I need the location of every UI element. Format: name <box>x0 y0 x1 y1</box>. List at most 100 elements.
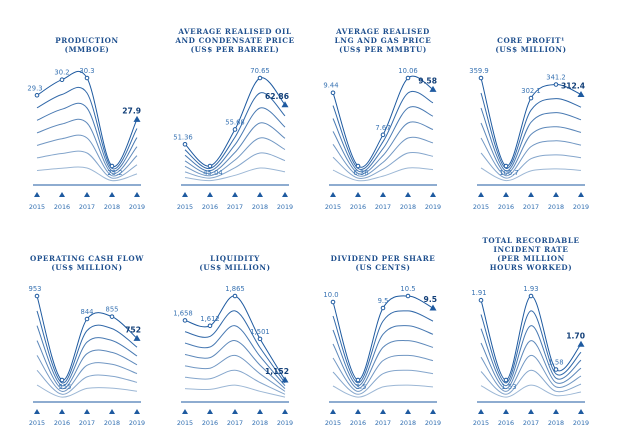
x-tick-label: 2018 <box>252 203 268 211</box>
x-tick-label: 2018 <box>548 203 564 211</box>
data-point <box>59 77 65 83</box>
x-tick-label: 2018 <box>104 203 120 211</box>
data-label: 844 <box>81 308 94 316</box>
ridge-line <box>184 354 286 392</box>
ridge-line <box>184 152 286 179</box>
x-tick-label: 2015 <box>177 419 193 427</box>
data-label: 70.65 <box>250 67 269 75</box>
chart-title: (US$ PER MMBTU) <box>339 45 427 54</box>
data-point <box>207 323 213 329</box>
x-tick-label: 2016 <box>498 419 514 427</box>
data-point-marker <box>577 340 585 347</box>
ridge-line <box>184 340 286 389</box>
data-label: 3.5 <box>356 383 367 391</box>
x-tick-label: 2018 <box>252 419 268 427</box>
chart-title: AVERAGE REALISED OIL <box>177 27 291 36</box>
chart-title: (US$ MILLION) <box>199 263 270 272</box>
data-point <box>109 314 115 319</box>
year-marker <box>355 192 361 197</box>
chart-title: AND CONDENSATE PRICE <box>174 36 294 45</box>
chart-title: (US$ MILLION) <box>51 263 122 272</box>
year-marker <box>330 192 336 197</box>
year-marker <box>282 409 288 414</box>
year-marker <box>380 409 386 414</box>
year-marker <box>405 409 411 414</box>
data-series-line <box>332 295 434 381</box>
chart-title: (US CENTS) <box>355 263 410 272</box>
chart-title: PRODUCTION <box>55 36 118 45</box>
ridge-line <box>36 86 138 170</box>
data-label: 10.0 <box>323 291 338 299</box>
year-marker <box>503 192 509 197</box>
data-label: 1,658 <box>173 309 192 317</box>
x-tick-label: 2019 <box>277 419 293 427</box>
year-marker <box>207 192 213 197</box>
x-tick-label: 2016 <box>350 419 366 427</box>
ridge-line <box>36 355 138 392</box>
data-point <box>109 163 115 169</box>
chart-title: (US$ PER BARREL) <box>191 45 280 54</box>
data-point <box>232 293 238 299</box>
year-marker <box>405 192 411 197</box>
data-series-line <box>332 75 434 168</box>
data-label: 1,501 <box>250 328 269 336</box>
ridge-line <box>332 151 434 179</box>
chart-title: AVERAGE REALISED <box>335 27 430 36</box>
x-tick-label: 2018 <box>104 419 120 427</box>
data-point <box>405 293 411 299</box>
chart-title: (PER MILLION <box>497 254 565 263</box>
x-tick-label: 2017 <box>375 203 391 211</box>
data-point <box>503 163 509 169</box>
ridge-line <box>480 340 582 390</box>
year-marker <box>59 192 65 197</box>
ridge-lines <box>480 77 582 182</box>
data-series-line <box>36 295 138 381</box>
data-point <box>232 127 238 132</box>
data-label: 359.9 <box>469 67 488 75</box>
x-tick-label: 2019 <box>573 203 589 211</box>
year-marker <box>34 192 40 197</box>
data-point-marker <box>577 91 585 98</box>
year-marker <box>380 192 386 197</box>
data-label: 10.5 <box>400 285 415 293</box>
ridge-line <box>36 134 138 177</box>
data-point <box>503 377 509 383</box>
ridge-line <box>36 325 138 387</box>
data-point-marker <box>281 376 289 383</box>
chart-title: INCIDENT RATE <box>494 245 569 254</box>
ridge-lines <box>332 295 434 398</box>
x-tick-label: 2015 <box>325 419 341 427</box>
x-tick-label: 2016 <box>54 203 70 211</box>
x-tick-label: 2017 <box>79 419 95 427</box>
x-tick-label: 2018 <box>400 419 416 427</box>
data-label: 30.2 <box>54 69 69 77</box>
ridge-line <box>36 384 138 398</box>
data-point <box>257 336 263 342</box>
year-marker <box>478 192 484 197</box>
data-label: 1.91 <box>471 289 486 297</box>
ridge-line <box>480 369 582 395</box>
ridge-line <box>36 310 138 384</box>
data-label: 953 <box>29 285 42 293</box>
year-marker <box>282 192 288 197</box>
ridge-line <box>332 340 434 390</box>
year-marker <box>207 409 213 414</box>
data-point <box>405 75 411 81</box>
year-marker <box>109 409 115 414</box>
x-tick-label: 2016 <box>350 203 366 211</box>
year-marker <box>182 409 188 414</box>
ridge-line <box>332 106 434 173</box>
data-point <box>182 318 188 323</box>
data-label: 1,612 <box>200 315 219 323</box>
ridge-line <box>480 167 582 182</box>
ridge-line <box>184 369 286 395</box>
x-tick-label: 2019 <box>129 203 145 211</box>
chart-panel-7: DIVIDEND PER SHARE(US CENTS) 10.0 3.5 9.5 10… <box>323 254 441 427</box>
data-label: 9.58 <box>418 76 437 85</box>
data-label: 312.4 <box>561 82 585 91</box>
year-marker <box>355 409 361 414</box>
year-marker <box>330 409 336 414</box>
year-marker <box>134 409 140 414</box>
